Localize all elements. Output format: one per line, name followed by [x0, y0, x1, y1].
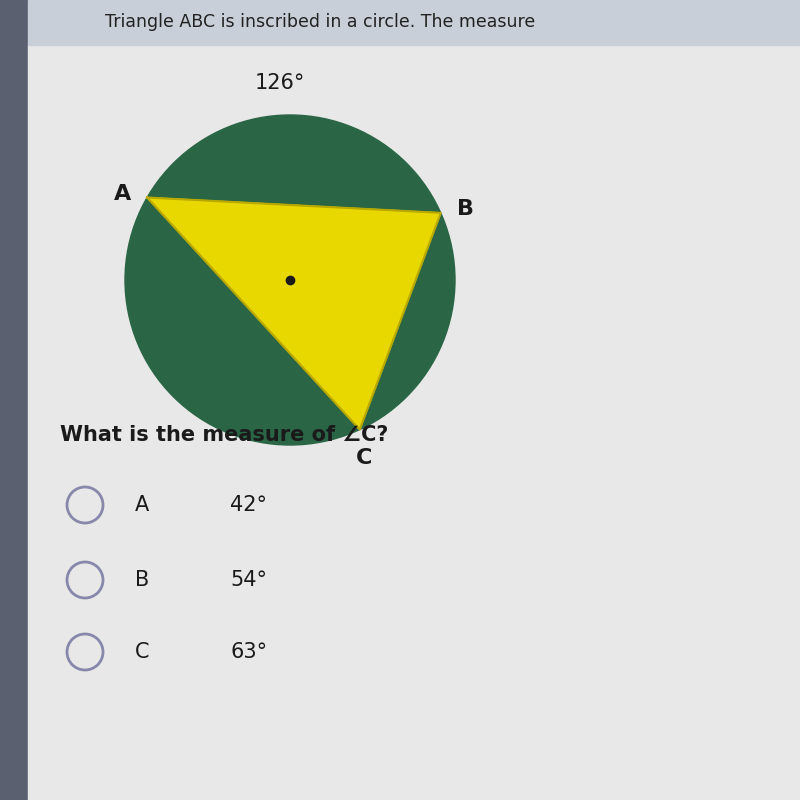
- Text: A: A: [114, 183, 131, 203]
- Bar: [0, 0, 28, 800]
- Bar: [28, 0, 800, 45]
- Text: 54°: 54°: [230, 570, 267, 590]
- Text: C: C: [135, 642, 150, 662]
- Text: What is the measure of ∠C?: What is the measure of ∠C?: [60, 425, 388, 445]
- Text: 126°: 126°: [255, 73, 305, 93]
- Circle shape: [125, 115, 455, 445]
- Polygon shape: [147, 198, 441, 430]
- Text: A: A: [135, 495, 150, 515]
- Text: 63°: 63°: [230, 642, 267, 662]
- Text: B: B: [135, 570, 150, 590]
- Text: B: B: [457, 199, 474, 219]
- Text: 42°: 42°: [230, 495, 267, 515]
- Text: Triangle ABC is inscribed in a circle. The measure: Triangle ABC is inscribed in a circle. T…: [105, 13, 535, 31]
- Text: C: C: [355, 447, 372, 467]
